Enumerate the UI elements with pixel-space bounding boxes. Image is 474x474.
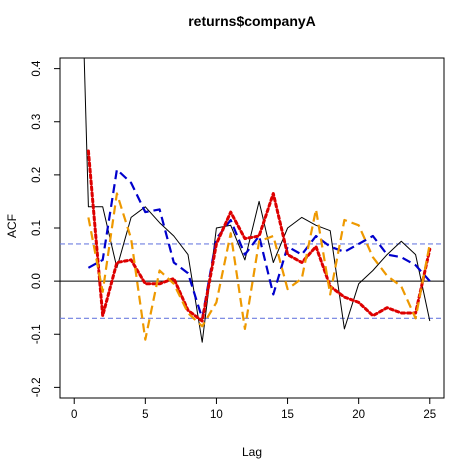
y-tick-label: 0.4: [31, 60, 43, 77]
axes: 0 5 10 15 20 25 -0.2 -0.1 0.0 0.1 0.2 0.3 0.4: [31, 60, 436, 421]
plot-content: [60, 58, 444, 343]
y-tick-label: 0.2: [31, 167, 43, 183]
y-axis-label: ACF: [5, 214, 19, 238]
plot-area: [60, 58, 444, 343]
series-line-1: [83, 58, 431, 343]
series-line-3: [86, 149, 432, 323]
series-line-4: [87, 192, 431, 341]
x-tick-label: 10: [210, 409, 223, 421]
y-tick-label: 0.1: [31, 220, 43, 236]
y-tick-label: -0.2: [31, 377, 43, 397]
y-tick-label: 0.3: [31, 114, 43, 130]
x-axis-label: Lag: [242, 445, 262, 459]
x-tick-label: 0: [71, 409, 77, 421]
chart-title: returns$companyA: [188, 13, 316, 29]
x-tick-label: 5: [142, 409, 148, 421]
x-tick-label: 25: [423, 409, 436, 421]
y-tick-label: 0.0: [31, 273, 43, 289]
x-tick-label: 15: [281, 409, 294, 421]
plot-frame: [59, 57, 445, 399]
series-line-2: [87, 168, 431, 320]
x-tick-label: 20: [352, 409, 365, 421]
y-tick-label: -0.1: [31, 324, 43, 344]
